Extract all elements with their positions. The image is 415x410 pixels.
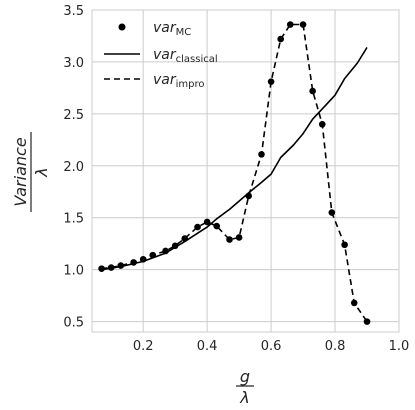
y-axis-label-numerator: Variance <box>11 137 30 206</box>
series-impro <box>101 23 368 323</box>
x-tick-label: 0.2 <box>133 339 154 354</box>
y-tick-label: 3.0 <box>63 56 84 71</box>
data-point-MC <box>98 265 105 272</box>
x-axis-label-denominator: λ <box>239 388 249 407</box>
series-layer <box>98 21 371 325</box>
series-MC <box>98 21 371 325</box>
y-axis-label-denominator: λ <box>32 167 51 177</box>
data-point-MC <box>235 234 243 241</box>
y-tick-label: 1.5 <box>63 212 84 227</box>
x-tick-label: 1.0 <box>389 339 410 354</box>
y-tick-label: 2.5 <box>63 108 84 123</box>
legend-label-impro: varimpro <box>153 72 205 90</box>
grid-lines <box>92 9 400 332</box>
y-tick-label: 3.5 <box>63 4 84 19</box>
legend-marker-mc <box>118 23 126 31</box>
data-point-MC <box>309 87 316 95</box>
plot-area-frame <box>91 9 400 333</box>
y-tick-label: 1.0 <box>63 264 84 279</box>
legend-label-mc: varMC <box>153 20 191 38</box>
x-axis-label-numerator: g <box>240 367 250 386</box>
data-point-MC <box>299 21 307 28</box>
tick-labels: 0.2 0.4 0.6 0.8 1.0 0.5 1.0 1.5 2.0 2.5 3.0 3.5 <box>63 4 409 354</box>
y-tick-label: 0.5 <box>63 316 84 331</box>
x-tick-label: 0.8 <box>325 339 346 354</box>
series-classical <box>101 46 368 271</box>
series-line-classical <box>101 46 368 271</box>
x-axis-label: g λ <box>236 367 254 407</box>
y-tick-label: 2.0 <box>63 160 84 175</box>
x-tick-label: 0.6 <box>261 339 282 354</box>
y-axis-label: Variance λ <box>11 132 51 212</box>
series-line-impro <box>101 23 368 323</box>
x-tick-label: 0.4 <box>197 339 218 354</box>
legend: varMC varclassical varimpro <box>104 20 218 90</box>
legend-label-classical: varclassical <box>153 47 218 65</box>
